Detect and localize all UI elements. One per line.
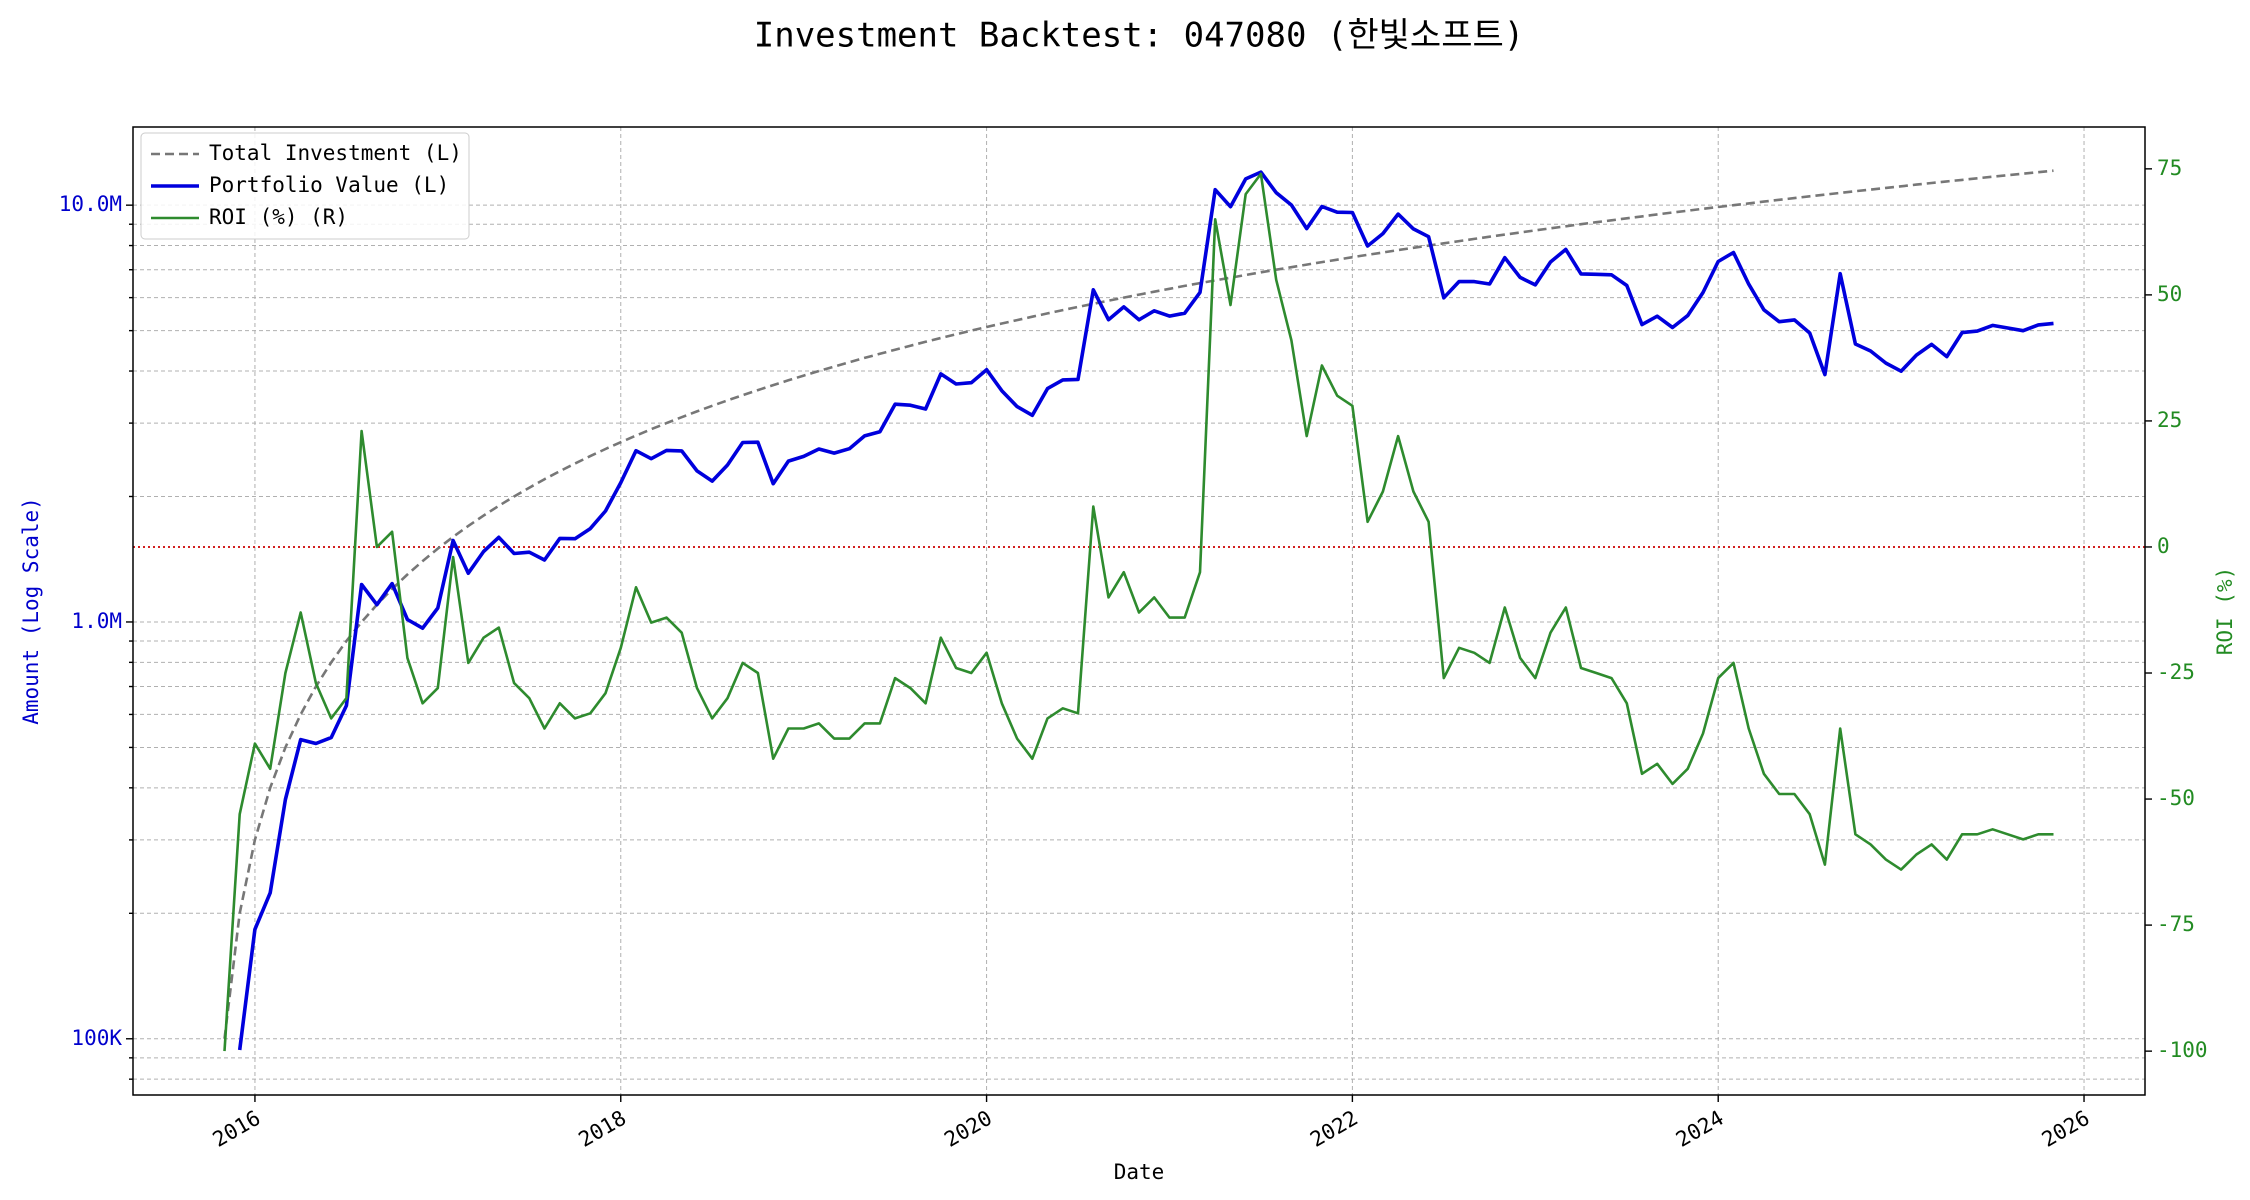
y2-tick-label: 75 <box>2157 156 2182 180</box>
legend-label: Portfolio Value (L) <box>209 173 449 197</box>
y2-tick-label: -100 <box>2157 1038 2208 1062</box>
chart-title: Investment Backtest: 047080 (한빛소프트) <box>754 16 1525 56</box>
x-tick-label: 2016 <box>209 1106 265 1152</box>
x-tick-label: 2018 <box>574 1106 630 1152</box>
x-tick-label: 2022 <box>1306 1106 1362 1152</box>
legend-label: Total Investment (L) <box>209 141 462 165</box>
y-axis-label: Amount (Log Scale) <box>19 497 43 725</box>
plot-area <box>133 169 2145 1052</box>
series-line <box>237 170 2054 1051</box>
y-tick-label: 1.0M <box>71 609 122 633</box>
plot-frame <box>132 126 2146 1096</box>
y2-tick-label: -25 <box>2157 660 2195 684</box>
y-tick-label: 100K <box>71 1026 122 1050</box>
y2-axis-label: ROI (%) <box>2213 567 2237 656</box>
y2-tick-label: 50 <box>2157 282 2182 306</box>
x-tick-label: 2020 <box>940 1106 996 1152</box>
y2-tick-label: -50 <box>2157 786 2195 810</box>
y2-tick-label: 25 <box>2157 408 2182 432</box>
legend-label: ROI (%) (R) <box>209 205 348 229</box>
x-tick-label: 2026 <box>2038 1106 2094 1152</box>
y-tick-label: 10.0M <box>59 192 122 216</box>
y2-tick-label: 0 <box>2157 534 2170 558</box>
y2-tick-label: -75 <box>2157 912 2195 936</box>
x-tick-label: 2024 <box>1672 1106 1728 1152</box>
x-axis-label: Date <box>1114 1160 1165 1184</box>
series-line <box>223 172 2054 1052</box>
legend-box <box>140 132 470 240</box>
series-line <box>223 169 2054 1039</box>
